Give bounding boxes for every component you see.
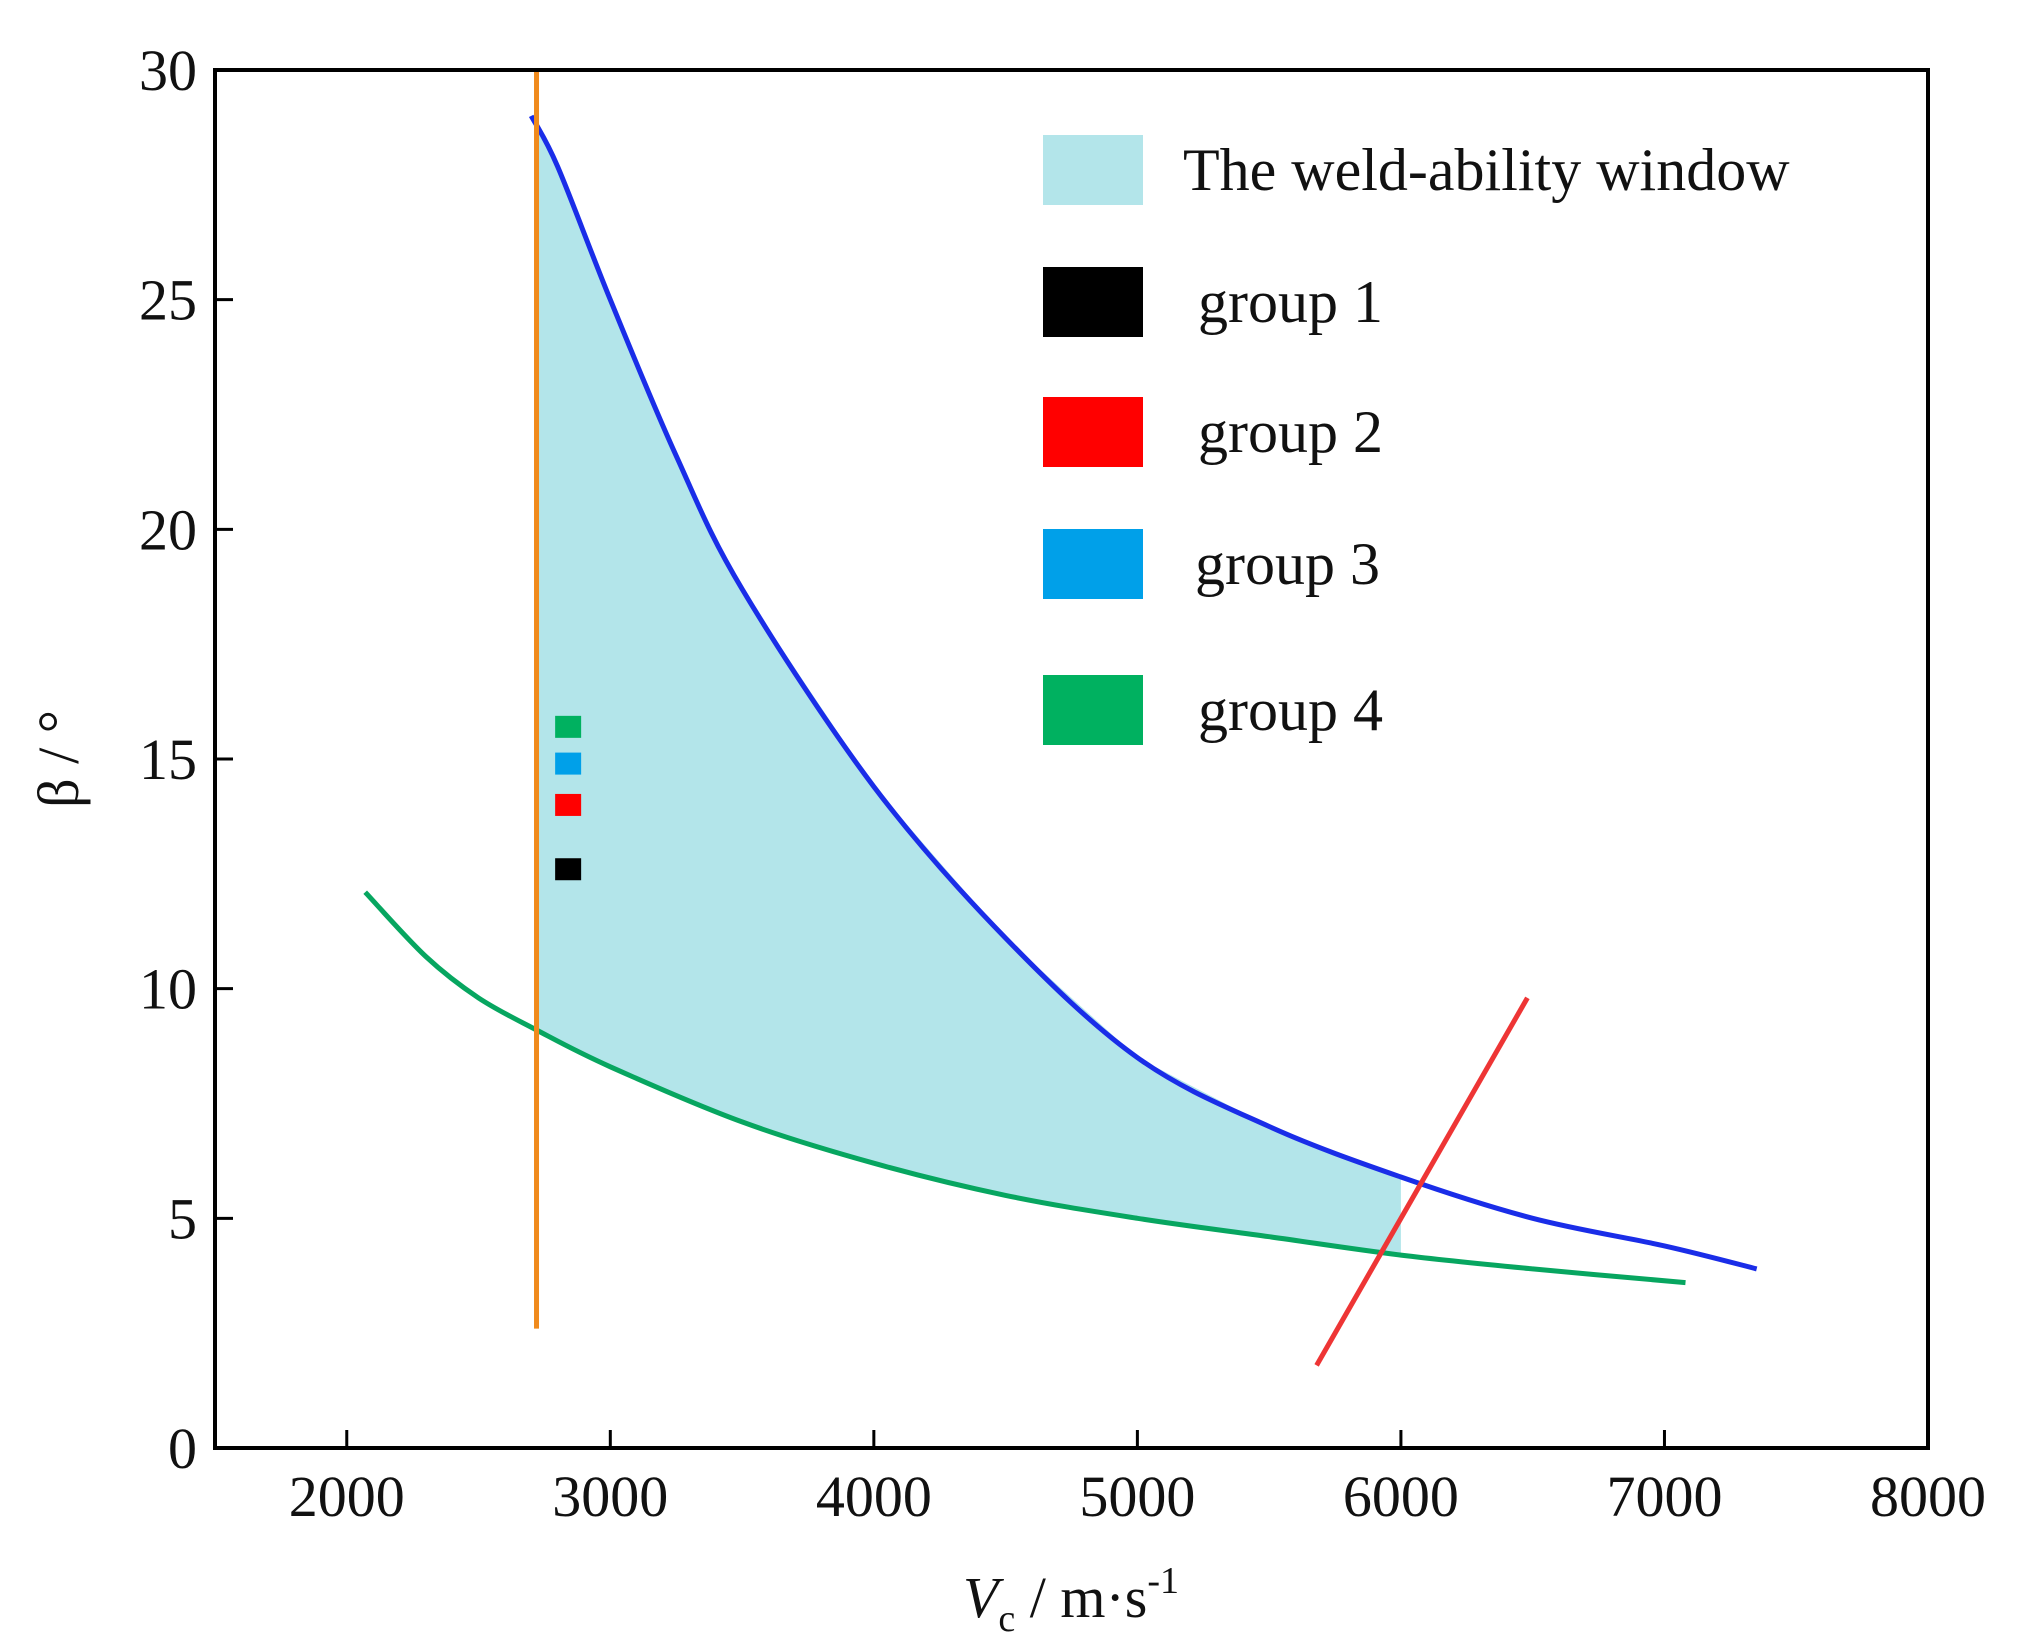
legend-swatch-5	[1043, 675, 1143, 745]
legend-label-1: The weld-ability window	[1183, 137, 1790, 203]
point-group-2	[555, 793, 582, 816]
legend: The weld-ability window group 1 group 2 gro…	[1043, 135, 1790, 745]
y-axis-label: β / °	[26, 710, 91, 808]
y-tick-label: 10	[139, 957, 197, 1022]
x-axis-label: Vc / m·s-1	[963, 1560, 1179, 1640]
legend-swatch-2	[1043, 267, 1143, 337]
lower-limit-curve	[363, 890, 1686, 1286]
red-line	[1314, 996, 1530, 1367]
x-tick-label: 4000	[816, 1464, 932, 1529]
legend-label-3: group 2	[1198, 399, 1383, 465]
y-tick-label: 25	[139, 268, 197, 333]
x-tick-label: 5000	[1079, 1464, 1195, 1529]
y-tick-label: 15	[139, 727, 197, 792]
legend-swatch-4	[1043, 529, 1143, 599]
y-tick-label: 20	[139, 497, 197, 562]
legend-label-5: group 4	[1198, 677, 1383, 743]
upper-limit-curve	[528, 114, 1758, 1272]
x-tick-label: 6000	[1343, 1464, 1459, 1529]
x-tick-label: 8000	[1870, 1464, 1986, 1529]
weldability-window-area	[536, 126, 1401, 1256]
point-group-1	[555, 858, 582, 881]
legend-label-2: group 1	[1198, 269, 1383, 335]
point-group-3	[555, 752, 582, 775]
y-tick-label: 30	[139, 38, 197, 103]
x-tick-label: 7000	[1606, 1464, 1722, 1529]
x-tick-label: 2000	[289, 1464, 405, 1529]
legend-label-4: group 3	[1195, 531, 1380, 597]
legend-swatch-3	[1043, 397, 1143, 467]
y-tick-label: 0	[168, 1416, 197, 1481]
x-tick-label: 3000	[552, 1464, 668, 1529]
y-tick-label: 5	[168, 1186, 197, 1251]
point-group-4	[555, 715, 582, 738]
legend-swatch-1	[1043, 135, 1143, 205]
